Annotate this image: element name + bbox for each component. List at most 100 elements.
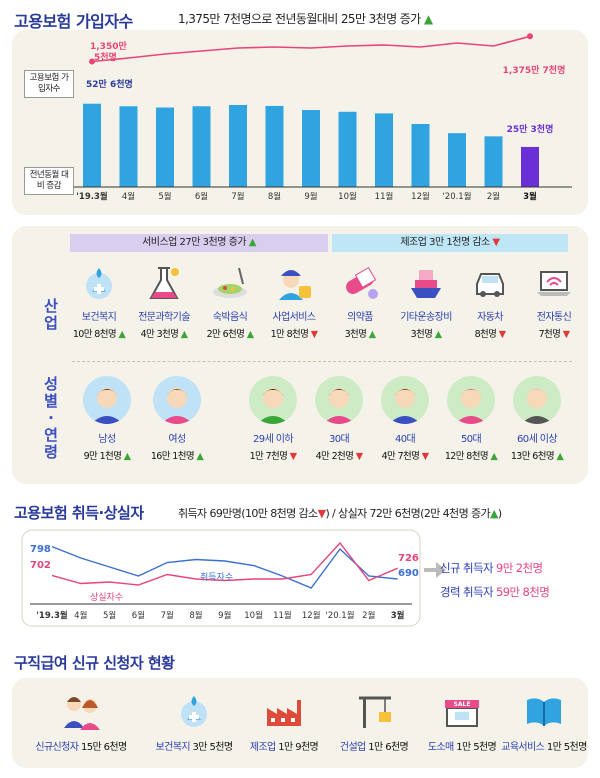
industry-value: 4만 3천명 ▲ [132,326,196,340]
career-acquirers-label: 경력 취득자 [440,585,494,599]
bar [192,106,211,187]
demographic-name: 40대 [394,434,416,445]
demographic-value: 13만 6천명 ▲ [504,448,570,462]
bar [83,103,101,187]
x-tick-label: 9월 [304,191,317,202]
demographic-value: 16만 1천명 ▲ [144,448,210,462]
subscriber-line [91,35,531,63]
job-seeker-name: 건설업 [339,742,366,753]
demographic-value-text: 12만 8천명 [444,451,489,462]
science-icon [143,262,185,304]
subscriber-chart: '19.3월 4월 5월 6월 7월 8월 9월 10월 11월 12월 '20.1월 2월 3월 1,3… [74,33,572,202]
industry-item: 의약품 3천명 ▲ [328,262,392,340]
car-icon [469,262,511,304]
new-acquirers-label: 신규 취득자 [440,561,494,575]
book-icon [523,690,565,732]
x-tick-label: 4월 [74,610,87,621]
store-icon: SALE [441,690,483,732]
line-label-first-2: 5천명 [94,51,117,63]
acquired-line [51,545,398,589]
demographic-item: 40대 4만 7천명 ▼ [372,376,438,462]
career-acquirers: 경력 취득자 59만 8천명 [440,584,550,600]
new-acquirers: 신규 취득자 9만 2천명 [440,560,543,576]
factory-icon [263,690,305,732]
line-point-first [89,58,95,65]
food-icon [209,262,251,304]
avatar [513,376,561,424]
up-arrow-icon: ▲ [368,329,376,340]
down-arrow-icon: ▼ [289,451,297,462]
bar [119,106,138,187]
job-seeker-name: 교육서비스 [501,742,545,753]
security-guard-icon [273,262,315,304]
job-seeker-name: 보건복지 [155,742,191,753]
industry-value: 7천명 ▼ [522,326,586,340]
demographic-value: 1만 7천명 ▼ [240,448,306,462]
industry-value: 3천명 ▲ [394,326,458,340]
section3-subtitle: 취득자 69만명(10만 8천명 감소▼) / 상실자 72만 6천명(2만 4… [178,505,502,521]
industry-value-text: 7천명 [538,329,561,340]
store-sign: SALE [454,701,471,708]
x-tick-label: '19.3월 [36,610,68,621]
industry-value-text: 4만 3천명 [140,329,179,340]
acquired-summary: 취득자 69만명(10만 8천명 감소 [178,507,318,520]
up-arrow-icon: ▲ [434,329,442,340]
pill-icon [339,262,381,304]
demographic-value-text: 9만 1천명 [83,451,122,462]
industry-value: 10만 8천명 ▲ [67,326,131,340]
new-acquirers-value: 9만 2천명 [496,561,543,575]
ship-icon [405,262,447,304]
demographic-value: 4만 7천명 ▼ [372,448,438,462]
service-header-text: 서비스업 27만 3천명 증가 [142,237,247,248]
x-tick-label: 8월 [268,191,281,202]
job-seeker-panel: 신규신청자 15만 6천명 보건복지 3만 5천명 제조업 1만 9천명 건설업 1만… [12,678,588,768]
bar-label-last: 25만 3천명 [507,123,554,135]
industry-item: 전자통신 7천명 ▼ [522,262,586,340]
x-tick-label: 9월 [218,610,231,621]
avatar [447,376,495,424]
job-seeker-name: 제조업 [249,742,276,753]
down-arrow-icon: ▼ [498,329,506,340]
demographic-value-text: 4만 2천명 [315,451,354,462]
gender-age-side-label: 성 별 · 연 령 [44,375,58,461]
industry-value: 3천명 ▲ [328,326,392,340]
lost-summary: ) / 상실자 72만 6천명(2만 4천명 증가 [325,507,491,520]
industry-value-text: 3천명 [344,329,367,340]
industry-value-text: 1만 8천명 [270,329,309,340]
x-tick-label: '20.1월 [325,610,354,621]
demographic-item: 50대 12만 8천명 ▲ [438,376,504,462]
demographic-value-text: 1만 7천명 [249,451,288,462]
summary-close: ) [497,507,502,520]
down-arrow-icon: ▼ [562,329,570,340]
legend-yoy: 전년동월 대비 증감 [24,167,74,195]
job-seeker-label: 건설업 1만 6천명 [330,738,418,753]
bar [156,107,174,187]
avatar [249,376,297,424]
line-label-first: 1,350만 [90,40,127,52]
x-tick-label: 6월 [132,610,145,621]
lost-line [51,541,398,586]
down-arrow-icon: ▼ [310,329,318,340]
bar [338,111,357,187]
acq-loss-chart: '19.3월 4월 5월 6월 7월 8월 9월 10월 11월 12월 '20.1월 2월 3월 798… [21,529,446,627]
up-arrow-icon: ▲ [556,451,564,462]
avatar [153,376,201,424]
section1-title: 고용보험 가입자수 [14,12,133,31]
x-tick-label: 12월 [411,191,430,202]
demographic-name: 29세 이하 [253,434,294,445]
bar [521,146,539,187]
lost-series-label: 상실자수 [90,592,123,603]
up-arrow-icon: ▲ [118,329,126,340]
career-acquirers-value: 59만 8천명 [496,585,550,599]
demographic-name: 30대 [328,434,350,445]
down-arrow-icon: ▼ [355,451,363,462]
job-seeker-value: 1만 9천명 [278,742,319,753]
x-tick-label: 7월 [161,610,174,621]
industry-name: 보건복지 [81,312,117,323]
acquired-first-label: 798 [30,544,51,555]
job-seeker-label: 교육서비스 1만 5천명 [500,738,588,753]
bar-label-first: 52만 6천명 [86,78,133,90]
industry-item: 보건복지 10만 8천명 ▲ [67,262,131,340]
industry-value-text: 10만 8천명 [72,329,117,340]
down-arrow-icon: ▼ [317,507,326,520]
